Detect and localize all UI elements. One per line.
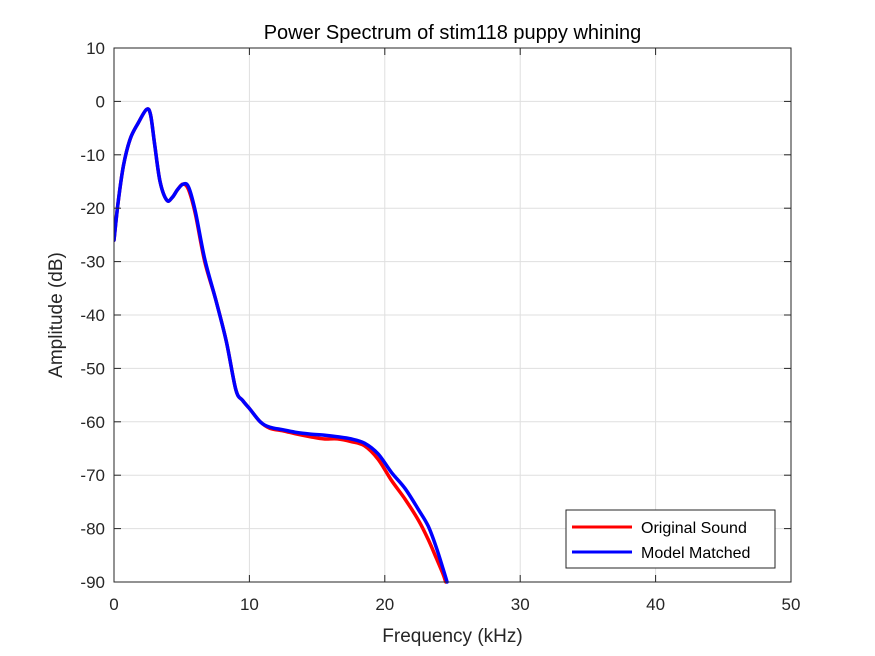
- x-tick-label: 40: [646, 595, 665, 614]
- y-tick-label: -20: [80, 199, 105, 218]
- axis-ticks: [113, 47, 792, 583]
- y-tick-label: -90: [80, 573, 105, 592]
- series-lines: [114, 107, 449, 584]
- series-line-original-sound: [114, 107, 448, 584]
- legend: Original Sound Model Matched: [565, 509, 776, 569]
- y-tick-label: -80: [80, 520, 105, 539]
- y-tick-label: 0: [96, 92, 105, 111]
- y-tick-label: -30: [80, 253, 105, 272]
- x-tick-label: 20: [375, 595, 394, 614]
- x-axis-label: Frequency (kHz): [382, 626, 522, 647]
- x-tick-label: 10: [240, 595, 259, 614]
- x-tick-labels: 0 10 20 30 40 50: [109, 595, 800, 614]
- y-tick-label: -60: [80, 413, 105, 432]
- y-tick-labels: 10 0 -10 -20 -30 -40 -50 -60 -70 -80 -90: [80, 39, 105, 592]
- y-axis-label: Amplitude (dB): [46, 252, 67, 378]
- chart-title: Power Spectrum of stim118 puppy whining: [264, 22, 642, 44]
- y-tick-label: -70: [80, 466, 105, 485]
- x-tick-label: 0: [109, 595, 118, 614]
- legend-label-model-matched: Model Matched: [641, 545, 750, 562]
- legend-label-original-sound: Original Sound: [641, 520, 747, 537]
- y-tick-label: -50: [80, 359, 105, 378]
- grid: [113, 47, 792, 583]
- legend-box: [565, 509, 776, 569]
- x-tick-label: 30: [511, 595, 530, 614]
- series-line-model-matched: [114, 107, 449, 584]
- y-tick-label: -40: [80, 306, 105, 325]
- y-tick-label: -10: [80, 146, 105, 165]
- x-tick-label: 50: [782, 595, 801, 614]
- y-tick-label: 10: [86, 39, 105, 58]
